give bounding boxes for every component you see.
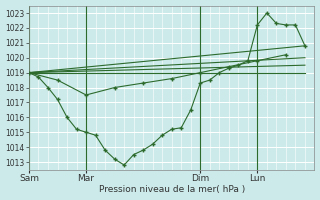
X-axis label: Pression niveau de la mer( hPa ): Pression niveau de la mer( hPa ) (99, 185, 245, 194)
